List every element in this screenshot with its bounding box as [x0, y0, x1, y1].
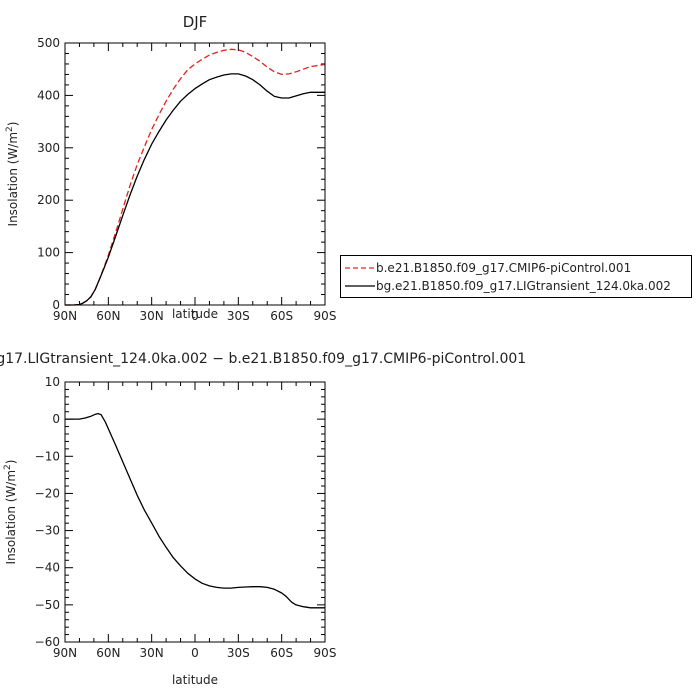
y-tick-label-2-3: −30 — [35, 524, 60, 538]
y-axis-label-1: Insolation (W/m2) — [5, 122, 20, 227]
x-tick-label-2-2: 30N — [140, 646, 164, 660]
y-tick-label-1-4: 400 — [37, 88, 60, 102]
plot-frame-1 — [64, 42, 326, 306]
x-tick-label-1-5: 60S — [270, 309, 293, 323]
y-tick-label-1-0: 0 — [52, 298, 60, 312]
legend-label-transient: bg.e21.B1850.f09_g17.LIGtransient_124.0k… — [376, 279, 671, 293]
y-tick-label-2-4: −20 — [35, 486, 60, 500]
y-tick-label-1-2: 200 — [37, 193, 60, 207]
x-tick-label-2-1: 60N — [96, 646, 120, 660]
x-tick-label-2-3: 0 — [191, 646, 199, 660]
x-tick-label-1-2: 30N — [140, 309, 164, 323]
series-line-2-1 — [65, 412, 325, 609]
series-line-1-2 — [65, 73, 325, 306]
y-tick-label-2-6: 0 — [52, 412, 60, 426]
x-tick-label-2-4: 30S — [227, 646, 250, 660]
x-tick-label-1-0: 90N — [53, 309, 77, 323]
legend-swatch-control — [345, 267, 375, 269]
chart-panel-1: DJF 90N 60N 30N 0 30S 60S 90S 0 100 200 300 400 500 la… — [5, 13, 336, 323]
x-tick-label-1-3: 0 — [191, 309, 199, 323]
y-tick-label-2-5: −10 — [35, 449, 60, 463]
y-tick-label-1-3: 300 — [37, 141, 60, 155]
y-tick-label-2-7: 10 — [45, 375, 60, 389]
series-line-1-1 — [65, 48, 326, 306]
x-tick-label-1-6: 90S — [314, 309, 337, 323]
legend-entry-transient: bg.e21.B1850.f09_g17.LIGtransient_124.0k… — [345, 277, 671, 295]
chart-title-1: DJF — [183, 13, 208, 31]
x-tick-label-1-1: 60N — [96, 309, 120, 323]
x-tick-label-1-4: 30S — [227, 309, 250, 323]
chart-panel-2: bg.e21.B1850.f09_g17.LIGtransient_124.0k… — [0, 351, 526, 687]
y-tick-label-1-5: 500 — [37, 36, 60, 50]
legend-entry-control: b.e21.B1850.f09_g17.CMIP6-piControl.001 — [345, 259, 631, 277]
legend-swatch-transient — [345, 285, 375, 287]
y-tick-label-1-1: 100 — [37, 246, 60, 260]
y-tick-label-2-2: −40 — [35, 561, 60, 575]
x-tick-label-2-5: 60S — [270, 646, 293, 660]
y-tick-label-2-0: −60 — [35, 635, 60, 649]
plot-frame-2 — [64, 381, 326, 643]
chart-title-2: bg.e21.B1850.f09_g17.LIGtransient_124.0k… — [0, 351, 526, 367]
x-tick-label-2-0: 90N — [53, 646, 77, 660]
y-tick-label-2-1: −50 — [35, 598, 60, 612]
x-axis-label-1: latitude — [172, 307, 218, 321]
legend-label-control: b.e21.B1850.f09_g17.CMIP6-piControl.001 — [376, 261, 632, 275]
x-tick-label-2-6: 90S — [314, 646, 337, 660]
x-axis-label-2: latitude — [172, 673, 218, 687]
y-axis-label-2: Insolation (W/m2) — [3, 460, 18, 565]
legend: b.e21.B1850.f09_g17.CMIP6-piControl.001 … — [340, 255, 692, 298]
